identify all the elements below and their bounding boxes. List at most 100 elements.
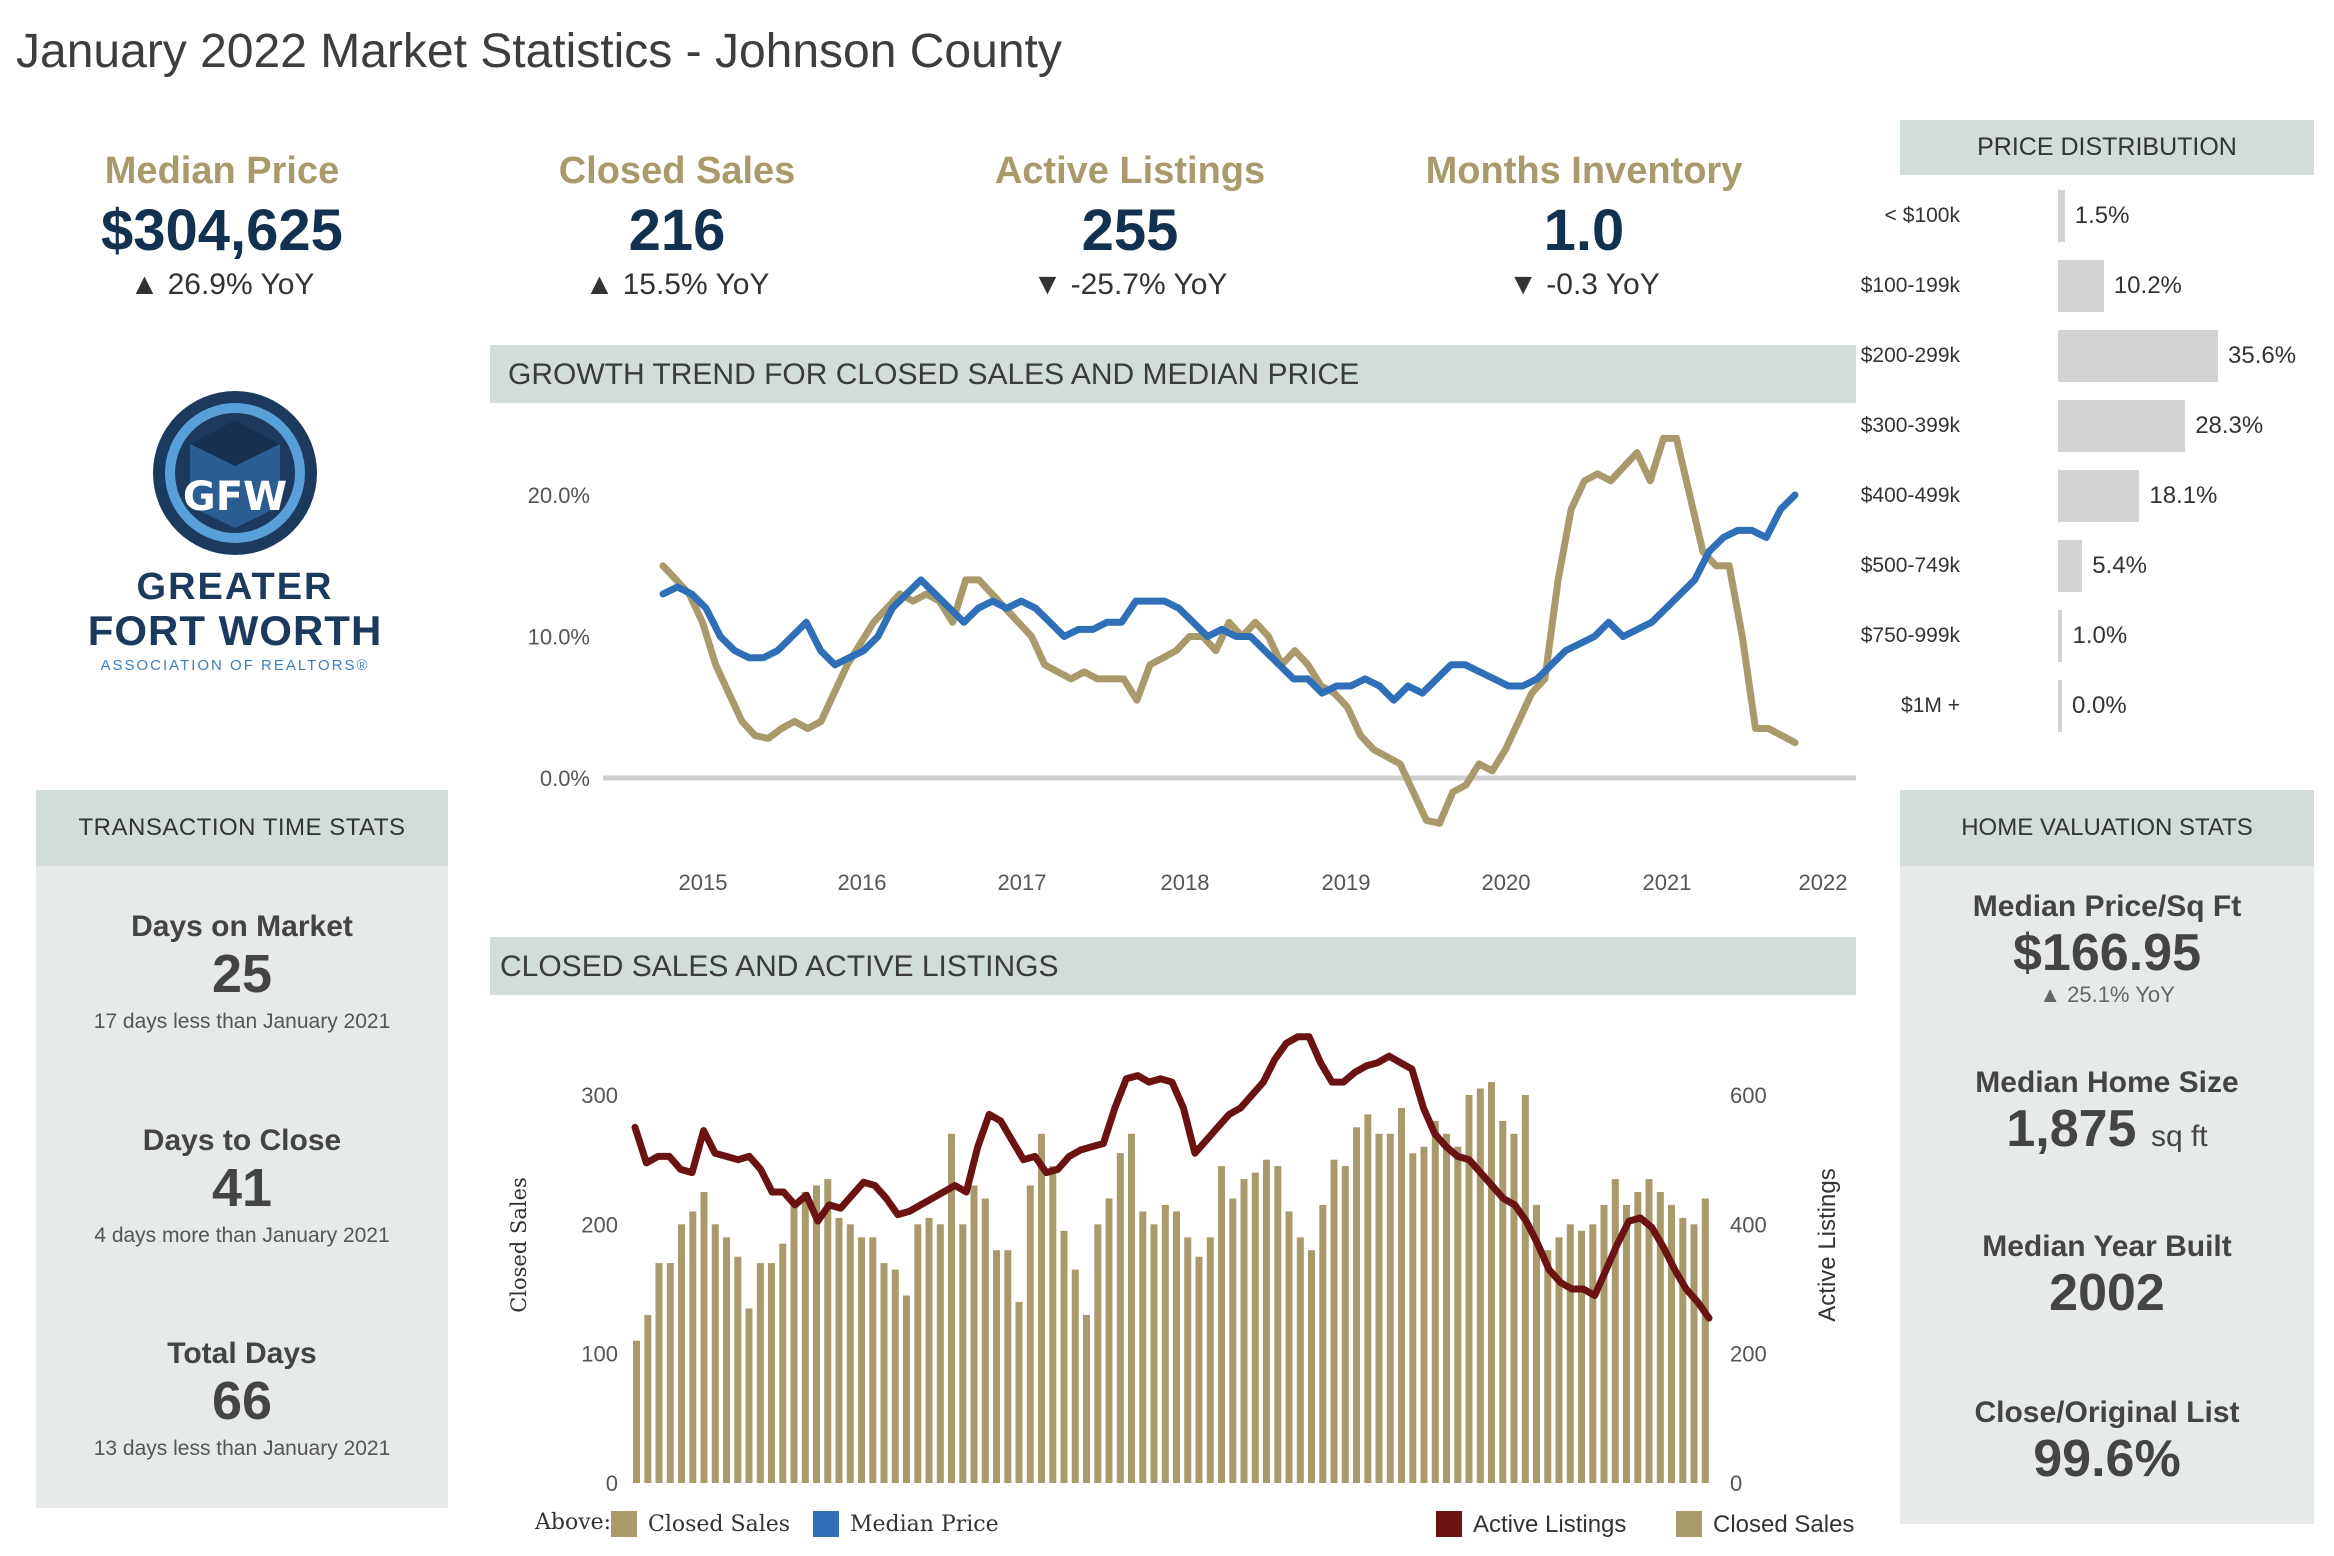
legend-label: Active Listings	[1473, 1511, 1626, 1538]
closed-sales-bar	[1375, 1133, 1383, 1483]
closed-sales-bar	[948, 1133, 955, 1483]
bar-chart-legend: Active Listings Closed Sales	[1436, 1511, 1854, 1538]
closed-sales-bar	[1600, 1204, 1608, 1483]
legend-swatch-closed-sales	[1676, 1511, 1702, 1537]
kpi-change: ▼ -0.3 YoY	[1508, 268, 1660, 301]
legend-swatch-closed-sales	[611, 1511, 637, 1537]
stat-total-days: Total Days 66 13 days less than January …	[36, 1337, 448, 1461]
price-range-pct: 0.0%	[2072, 692, 2127, 719]
closed-sales-bar	[1353, 1127, 1360, 1483]
closed-active-header: CLOSED SALES AND ACTIVE LISTINGS	[490, 937, 1856, 995]
closed-sales-bar	[779, 1243, 787, 1483]
closed-sales-bar	[1263, 1159, 1270, 1483]
closed-sales-bar	[880, 1263, 888, 1483]
price-range-pct: 28.3%	[2195, 412, 2264, 439]
closed-sales-bar	[1173, 1211, 1180, 1483]
kpi-label: Active Listings	[994, 150, 1266, 192]
closed-sales-bar	[745, 1308, 753, 1483]
legend-label: Closed Sales	[648, 1512, 790, 1537]
legend-label: Median Price	[850, 1512, 999, 1537]
closed-sales-bar	[903, 1295, 910, 1483]
closed-sales-bar	[1116, 1153, 1124, 1483]
closed-sales-bar	[813, 1185, 820, 1483]
price-range-pct: 1.0%	[2072, 622, 2128, 649]
closed-sales-bar	[1094, 1224, 1102, 1483]
closed-sales-bar	[723, 1237, 730, 1483]
closed-sales-bar	[1510, 1133, 1518, 1483]
price-range-label: $1M +	[1901, 694, 1960, 717]
closed-sales-bar	[1218, 1166, 1225, 1483]
closed-sales-bar	[756, 1263, 764, 1483]
price-distribution-row: $500-749k 5.4%	[1861, 538, 2330, 594]
stat-label: Median Price/Sq Ft	[1972, 890, 2242, 923]
stat-value: 1,875	[2006, 1100, 2137, 1158]
legend-prefix: Above:	[534, 1510, 611, 1535]
kpi-change: ▼ -25.7% YoY	[1032, 268, 1228, 301]
closed-sales-bar	[1004, 1250, 1012, 1483]
price-range-pct: 35.6%	[2228, 342, 2297, 369]
closed-sales-bar	[689, 1211, 697, 1483]
y-left-axis-title: Closed Sales	[507, 1177, 531, 1313]
stat-value: 99.6%	[2033, 1430, 2181, 1488]
y-tick-label: 10.0%	[528, 625, 590, 650]
home-valuation-header: HOME VALUATION STATS	[1900, 790, 2314, 866]
x-tick-label: 2021	[1643, 870, 1692, 895]
closed-sales-bar	[666, 1263, 674, 1483]
closed-sales-bar	[1521, 1095, 1529, 1483]
closed-sales-bar	[1611, 1179, 1619, 1483]
closed-sales-bar	[678, 1224, 685, 1483]
y-tick-label: 20.0%	[528, 483, 590, 508]
x-tick-label: 2022	[1799, 870, 1848, 895]
transaction-time-panel: TRANSACTION TIME STATS Days on Market 25…	[36, 790, 448, 1508]
closed-sales-bar	[1634, 1192, 1642, 1483]
price-distribution-row: $400-499k 18.1%	[1861, 468, 2330, 524]
price-distribution-row: < $100k 1.5%	[1885, 188, 2330, 244]
logo-line-2: FORT WORTH	[87, 607, 383, 654]
price-range-bar	[2058, 260, 2104, 312]
closed-sales-bar	[1060, 1230, 1068, 1483]
price-distribution-row: $200-299k 35.6%	[1861, 328, 2330, 384]
growth-chart-legend: Above: Closed Sales Median Price	[534, 1510, 999, 1537]
closed-sales-bar	[1015, 1301, 1023, 1483]
closed-sales-bar	[1184, 1237, 1192, 1483]
closed-sales-bar	[1161, 1204, 1169, 1483]
price-range-bar	[2058, 190, 2065, 242]
price-range-label: $100-199k	[1860, 274, 1960, 297]
closed-sales-bar	[1690, 1224, 1698, 1483]
closed-sales-bar	[1555, 1237, 1563, 1483]
closed-sales-bar	[1364, 1114, 1372, 1483]
kpi-label: Months Inventory	[1425, 150, 1743, 192]
closed-active-title: CLOSED SALES AND ACTIVE LISTINGS	[500, 950, 1059, 983]
closed-sales-bar	[711, 1224, 719, 1483]
price-distribution-row: $300-399k 28.3%	[1861, 398, 2330, 454]
price-range-bar	[2058, 330, 2218, 382]
price-range-bar	[2058, 540, 2083, 592]
closed-sales-bar	[1195, 1256, 1203, 1483]
closed-sales-bar	[633, 1340, 640, 1483]
stat-value: 25	[211, 944, 273, 1004]
kpi-value: 216	[628, 198, 726, 263]
y-right-tick-label: 400	[1730, 1212, 1767, 1237]
closed-sales-bar	[1566, 1224, 1574, 1483]
kpi-label: Median Price	[104, 150, 340, 192]
closed-sales-bar	[1206, 1237, 1214, 1483]
kpi-closed-sales: Closed Sales 216 ▲ 15.5% YoY	[487, 150, 867, 302]
closed-sales-bar	[993, 1250, 1000, 1483]
closed-sales-bar	[1139, 1211, 1147, 1483]
logo-monogram: GFW	[183, 474, 287, 520]
closed-sales-bar	[959, 1224, 967, 1483]
closed-sales-bar	[1499, 1120, 1507, 1483]
stat-value: $166.95	[2013, 924, 2201, 982]
closed-sales-bar	[1240, 1179, 1248, 1483]
closed-sales-bar	[700, 1192, 708, 1483]
home-valuation-panel: HOME VALUATION STATS Median Price/Sq Ft …	[1900, 790, 2314, 1524]
closed-sales-bar	[1668, 1204, 1675, 1483]
y-right-axis-title: Active Listings	[1814, 1168, 1841, 1321]
closed-sales-bar	[1071, 1269, 1079, 1483]
closed-sales-bar	[1623, 1204, 1630, 1483]
closed-sales-bar	[891, 1269, 899, 1483]
y-tick-label: 0.0%	[540, 766, 590, 791]
x-tick-label: 2015	[679, 870, 728, 895]
stat-label: Median Year Built	[1982, 1230, 2232, 1263]
